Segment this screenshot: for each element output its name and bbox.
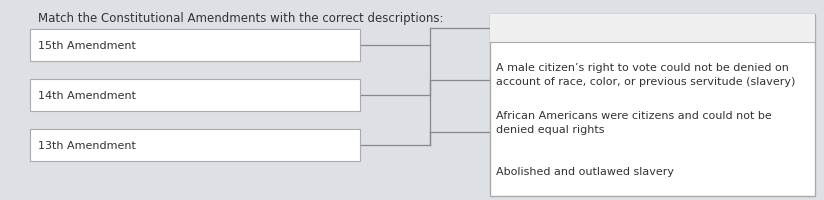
FancyBboxPatch shape	[30, 80, 360, 111]
FancyBboxPatch shape	[490, 15, 815, 43]
Text: ˆ: ˆ	[800, 22, 807, 36]
Text: 15th Amendment: 15th Amendment	[38, 41, 136, 51]
Text: 14th Amendment: 14th Amendment	[38, 91, 136, 100]
Text: A male citizen’s right to vote could not be denied on
account of race, color, or: A male citizen’s right to vote could not…	[496, 63, 795, 87]
Text: African Americans were citizens and could not be
denied equal rights: African Americans were citizens and coul…	[496, 110, 772, 134]
Text: Abolished and outlawed slavery: Abolished and outlawed slavery	[496, 166, 674, 176]
FancyBboxPatch shape	[30, 129, 360, 161]
Text: I: I	[602, 22, 606, 35]
FancyBboxPatch shape	[490, 15, 815, 196]
FancyBboxPatch shape	[30, 30, 360, 62]
Text: Match the Constitutional Amendments with the correct descriptions:: Match the Constitutional Amendments with…	[38, 12, 443, 25]
Text: 13th Amendment: 13th Amendment	[38, 140, 136, 150]
